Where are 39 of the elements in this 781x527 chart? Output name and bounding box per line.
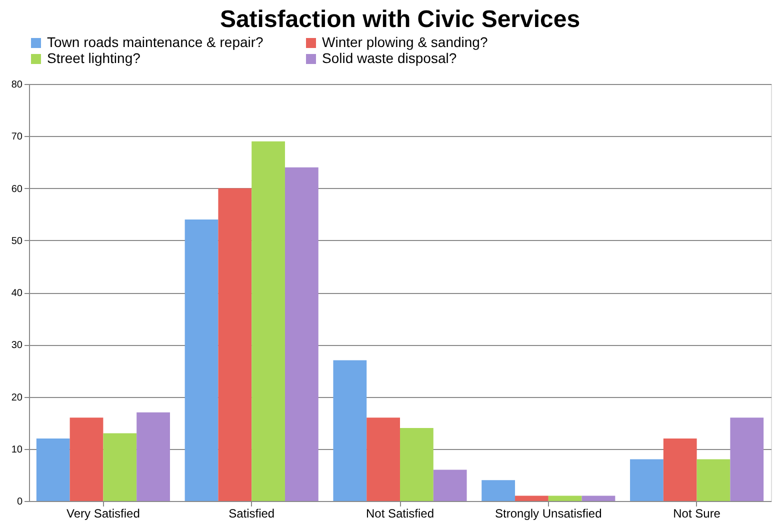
chart-title: Satisfaction with Civic Services [220, 6, 580, 33]
bar [70, 418, 104, 501]
x-tick-label: Not Satisfied [366, 506, 434, 520]
bar [663, 438, 697, 501]
bar [36, 438, 70, 501]
x-tick-label: Very Satisfied [66, 506, 140, 520]
bar [482, 480, 516, 501]
y-tick-label: 50 [11, 236, 23, 247]
bar [582, 496, 616, 501]
y-tick-label: 10 [11, 444, 23, 456]
y-tick-label: 80 [11, 80, 23, 90]
legend-label: Street lighting? [47, 50, 141, 66]
bar [366, 418, 400, 501]
y-tick-label: 40 [11, 288, 23, 299]
bar [730, 418, 764, 501]
bar [630, 459, 664, 501]
legend-label: Solid waste disposal? [322, 50, 457, 66]
legend-label: Town roads maintenance & repair? [47, 34, 264, 50]
bar [333, 360, 367, 501]
y-tick-label: 70 [11, 132, 23, 143]
x-tick-label: Satisfied [228, 506, 275, 520]
bar [136, 412, 170, 501]
bar [548, 496, 582, 501]
x-tick-label: Strongly Unsatisfied [495, 506, 602, 520]
bar [284, 167, 318, 501]
x-tick-label: Not Sure [673, 506, 721, 520]
bar [218, 188, 252, 501]
y-tick-label: 60 [11, 184, 23, 195]
bar [252, 141, 285, 501]
y-tick-label: 30 [11, 340, 23, 352]
bar [103, 433, 137, 501]
bar [184, 220, 218, 501]
bar [433, 470, 467, 501]
bar [696, 459, 730, 501]
bar [515, 496, 548, 501]
y-tick-label: 20 [11, 392, 23, 404]
bar [400, 428, 434, 501]
y-tick-label: 0 [16, 496, 23, 508]
legend-label: Winter plowing & sanding? [322, 34, 488, 50]
